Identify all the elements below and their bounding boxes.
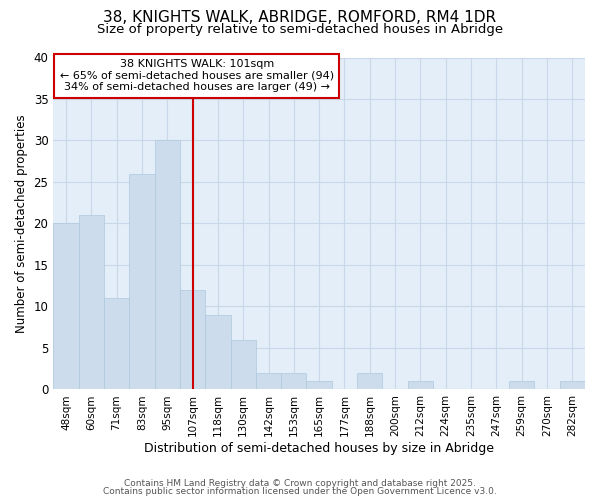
Text: 38 KNIGHTS WALK: 101sqm
← 65% of semi-detached houses are smaller (94)
34% of se: 38 KNIGHTS WALK: 101sqm ← 65% of semi-de… (60, 59, 334, 92)
Bar (560, 381, 585, 390)
Text: Contains HM Land Registry data © Crown copyright and database right 2025.: Contains HM Land Registry data © Crown c… (124, 478, 476, 488)
Bar (155, 140, 180, 390)
Text: Contains public sector information licensed under the Open Government Licence v3: Contains public sector information licen… (103, 487, 497, 496)
Text: 38, KNIGHTS WALK, ABRIDGE, ROMFORD, RM4 1DR: 38, KNIGHTS WALK, ABRIDGE, ROMFORD, RM4 … (103, 10, 497, 25)
Bar (281, 373, 307, 390)
X-axis label: Distribution of semi-detached houses by size in Abridge: Distribution of semi-detached houses by … (144, 442, 494, 455)
Bar (180, 290, 205, 390)
Bar (79, 215, 104, 390)
Bar (256, 373, 281, 390)
Bar (307, 381, 332, 390)
Bar (408, 381, 433, 390)
Bar (509, 381, 535, 390)
Y-axis label: Number of semi-detached properties: Number of semi-detached properties (15, 114, 28, 333)
Bar (357, 373, 382, 390)
Bar (230, 340, 256, 390)
Bar (129, 174, 155, 390)
Text: Size of property relative to semi-detached houses in Abridge: Size of property relative to semi-detach… (97, 22, 503, 36)
Bar (205, 315, 230, 390)
Bar (104, 298, 129, 390)
Bar (53, 224, 79, 390)
